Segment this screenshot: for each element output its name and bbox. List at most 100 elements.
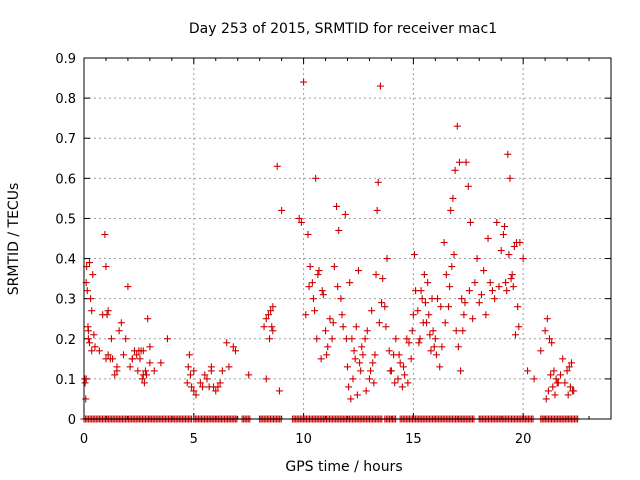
x-tick-label: 0 — [80, 432, 88, 447]
data-point — [451, 166, 459, 174]
data-point — [278, 206, 286, 214]
data-point — [322, 327, 330, 335]
data-point — [122, 335, 130, 343]
y-tick-label: 0.6 — [55, 172, 76, 187]
data-point — [88, 347, 96, 355]
data-point — [504, 150, 512, 158]
data-point — [416, 335, 424, 343]
tick-layer: 0 0.1 0.2 0.3 0.4 0.5 0.6 0.7 0.8 0.9 0 5 10 15 20 — [55, 52, 612, 447]
data-point — [509, 283, 517, 291]
data-point — [458, 295, 466, 303]
data-point — [138, 375, 146, 383]
data-point — [146, 359, 154, 367]
data-point — [499, 230, 507, 238]
y-tick-label: 0 — [68, 413, 76, 428]
data-point — [544, 387, 552, 395]
data-point — [334, 283, 342, 291]
data-point — [345, 383, 353, 391]
data-point — [367, 367, 375, 375]
data-point — [339, 323, 347, 331]
data-point — [85, 259, 93, 267]
data-point — [419, 319, 427, 327]
data-point — [207, 367, 215, 375]
data-point — [537, 347, 545, 355]
data-point — [425, 311, 433, 319]
data-point — [374, 178, 382, 186]
data-point — [383, 255, 391, 263]
data-point — [370, 379, 378, 387]
data-point — [117, 319, 125, 327]
data-point — [369, 359, 377, 367]
data-point — [318, 287, 326, 295]
data-point — [347, 395, 355, 403]
data-point — [548, 339, 556, 347]
data-point — [317, 355, 325, 363]
data-point — [391, 379, 399, 387]
data-point — [382, 323, 390, 331]
data-point — [102, 263, 110, 271]
data-point — [542, 395, 550, 403]
data-point — [566, 383, 574, 391]
data-point — [84, 327, 92, 335]
data-point — [569, 387, 577, 395]
data-point — [269, 303, 277, 311]
data-point — [342, 335, 350, 343]
data-point — [480, 267, 488, 275]
data-point — [266, 335, 274, 343]
data-point — [309, 295, 317, 303]
data-point — [323, 351, 331, 359]
data-point — [314, 271, 322, 279]
data-point — [104, 351, 112, 359]
data-point — [473, 255, 481, 263]
data-point — [361, 335, 369, 343]
data-point — [218, 367, 226, 375]
data-point — [550, 367, 558, 375]
data-point — [84, 335, 92, 343]
data-point — [190, 387, 198, 395]
data-point — [356, 359, 364, 367]
data-point — [475, 299, 483, 307]
data-point — [82, 395, 90, 403]
data-point — [432, 351, 440, 359]
data-point — [262, 375, 270, 383]
data-point — [245, 371, 253, 379]
data-point — [346, 279, 354, 287]
data-point — [268, 323, 276, 331]
data-point — [111, 371, 119, 379]
x-axis-label: GPS time / hours — [285, 459, 402, 475]
data-point — [507, 275, 515, 283]
y-tick-label: 0.5 — [55, 212, 76, 227]
data-point — [497, 247, 505, 255]
data-point — [449, 194, 457, 202]
data-point — [141, 367, 149, 375]
data-point — [482, 311, 490, 319]
data-point — [315, 267, 323, 275]
data-point — [464, 182, 472, 190]
data-point — [134, 367, 142, 375]
data-point — [501, 222, 509, 230]
data-point — [486, 279, 494, 287]
data-point — [300, 78, 308, 86]
y-tick-label: 0.9 — [55, 52, 76, 67]
data-point — [505, 251, 513, 259]
data-point — [399, 363, 407, 371]
data-point — [305, 283, 313, 291]
plot-frame — [83, 57, 612, 420]
data-point — [183, 379, 191, 387]
data-point — [392, 335, 400, 343]
data-point — [157, 359, 165, 367]
y-tick-label: 0.2 — [55, 333, 76, 348]
x-tick-label: 20 — [515, 432, 532, 447]
data-point — [101, 230, 109, 238]
data-point — [358, 343, 366, 351]
data-point — [543, 315, 551, 323]
data-point — [515, 323, 523, 331]
data-point — [302, 311, 310, 319]
data-point — [115, 327, 123, 335]
data-point — [359, 351, 367, 359]
data-point — [324, 343, 332, 351]
data-point — [185, 351, 193, 359]
data-point — [88, 307, 96, 315]
data-point — [89, 271, 97, 279]
data-point — [446, 283, 454, 291]
